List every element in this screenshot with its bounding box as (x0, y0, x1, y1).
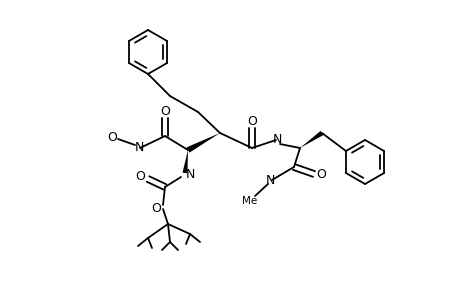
Text: N: N (265, 173, 274, 187)
Text: N: N (134, 140, 143, 154)
Polygon shape (299, 131, 323, 148)
Text: O: O (135, 170, 145, 184)
Text: O: O (315, 167, 325, 181)
Text: O: O (107, 130, 117, 143)
Text: O: O (160, 104, 169, 118)
Text: N: N (185, 167, 194, 181)
Text: O: O (246, 115, 257, 128)
Polygon shape (186, 133, 219, 153)
Text: O: O (151, 202, 161, 215)
Text: N: N (272, 133, 281, 146)
Polygon shape (182, 150, 188, 173)
Text: Me: Me (242, 196, 257, 206)
